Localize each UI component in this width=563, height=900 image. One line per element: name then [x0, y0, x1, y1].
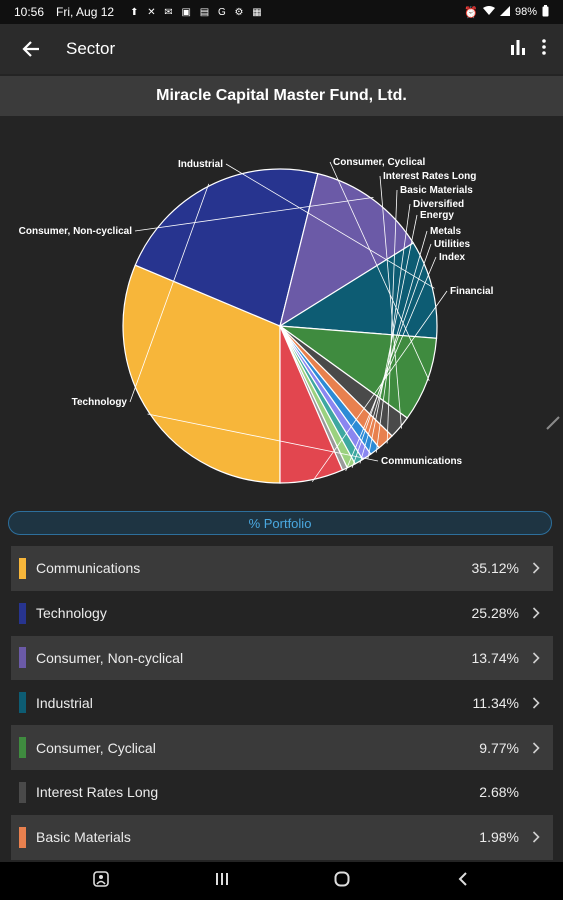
sector-color-swatch — [19, 781, 26, 803]
status-bar: 10:56 Fri, Aug 12 ⬆ ✕ ✉ ▣ ▤ G ⚙ ▦ ⏰ 98% — [0, 0, 563, 24]
fund-title: Miracle Capital Master Fund, Ltd. — [0, 76, 563, 116]
pie-label: Metals — [430, 226, 462, 237]
pie-label: Financial — [450, 286, 494, 297]
leader-line — [129, 183, 210, 403]
home-button[interactable] — [333, 870, 351, 893]
sector-label: Technology — [36, 605, 107, 622]
leader-line — [351, 243, 432, 468]
accessibility-icon — [93, 870, 109, 887]
leader-line — [225, 163, 435, 289]
pie-label: Diversified — [413, 199, 464, 210]
pie-label: Index — [439, 252, 466, 263]
home-icon — [334, 871, 350, 886]
sector-row[interactable]: Basic Materials 1.98% — [11, 814, 553, 860]
leader-line — [375, 203, 411, 453]
status-time: 10:56 — [14, 5, 45, 19]
sector-percent: 13.74% — [471, 649, 519, 666]
page-title: Sector — [66, 39, 116, 58]
more-vert-icon — [542, 38, 546, 55]
pie-slice-communications[interactable] — [122, 264, 281, 484]
system-nav-bar — [0, 862, 563, 900]
sector-row[interactable]: Communications 35.12% — [11, 546, 553, 591]
sector-color-swatch — [19, 826, 26, 848]
chevron-right-icon — [519, 742, 553, 754]
sector-color-swatch — [19, 602, 26, 624]
chevron-right-icon — [519, 562, 553, 574]
more-options-button[interactable] — [541, 38, 547, 61]
sector-row: Interest Rates Long 2.68% — [11, 770, 553, 815]
portfolio-percent-tab[interactable]: % Portfolio — [8, 511, 552, 535]
leader-line — [386, 189, 398, 444]
signal-icon — [499, 5, 510, 19]
pie-label: Consumer, Cyclical — [333, 157, 425, 168]
sector-percent: 1.98% — [479, 829, 519, 846]
recents-button[interactable] — [214, 871, 230, 892]
accessibility-button[interactable] — [92, 870, 110, 893]
pie-label: Utilities — [434, 239, 471, 250]
nav-back-button[interactable] — [455, 871, 471, 892]
wifi-icon — [482, 5, 495, 19]
sector-row[interactable]: Consumer, Cyclical 9.77% — [11, 725, 553, 770]
status-right: ⏰ 98% — [464, 4, 549, 20]
notification-icons: ⬆ ✕ ✉ ▣ ▤ G ⚙ ▦ — [130, 6, 265, 18]
sector-color-swatch — [19, 692, 26, 714]
battery-level: 98% — [514, 6, 537, 18]
pie-slice-consumer-non-cyclical[interactable] — [279, 172, 415, 328]
status-date: Fri, Aug 12 — [56, 5, 115, 19]
sector-label: Consumer, Cyclical — [36, 739, 156, 756]
pie-slice-technology[interactable] — [134, 168, 319, 327]
sector-color-swatch — [19, 557, 26, 579]
sector-label: Communications — [36, 560, 141, 577]
pie-label: Communications — [381, 456, 463, 467]
app-bar: Sector — [0, 24, 563, 74]
pie-label: Industrial — [178, 159, 223, 170]
bar-chart-icon — [511, 39, 525, 55]
edge-panel-handle[interactable] — [545, 415, 561, 431]
leader-line — [147, 413, 379, 462]
chevron-right-icon — [519, 652, 553, 664]
sector-percent: 9.77% — [479, 739, 519, 756]
pie-label: Technology — [72, 397, 128, 408]
recents-icon — [215, 872, 228, 885]
leader-line — [359, 230, 428, 464]
sector-label: Industrial — [36, 694, 93, 711]
sector-list: Communications 35.12% Technology 25.28% Cons… — [11, 546, 553, 860]
arrow-left-icon — [22, 41, 39, 57]
leader-line — [345, 256, 437, 471]
leader-line — [311, 290, 448, 482]
leader-line — [134, 196, 374, 232]
chevron-right-icon — [519, 607, 553, 619]
leader-line — [329, 161, 430, 381]
sector-label: Interest Rates Long — [36, 784, 159, 801]
leader-line — [379, 175, 402, 429]
sector-row[interactable]: Technology 25.28% — [11, 591, 553, 636]
sector-percent: 2.68% — [479, 784, 519, 801]
sector-label: Consumer, Non-cyclical — [36, 649, 184, 666]
back-button[interactable] — [6, 24, 56, 74]
leader-line — [367, 214, 418, 459]
sector-row[interactable]: Industrial 11.34% — [11, 680, 553, 725]
pie-label: Basic Materials — [400, 185, 473, 196]
sector-percent: 25.28% — [471, 605, 519, 622]
sector-row[interactable]: Consumer, Non-cyclical 13.74% — [11, 635, 553, 681]
pie-label: Consumer, Non-cyclical — [19, 226, 133, 237]
sector-color-swatch — [19, 737, 26, 759]
alarm-icon: ⏰ — [464, 6, 478, 19]
pie-slice-financial[interactable] — [279, 325, 344, 484]
sector-pie-chart[interactable]: Communications Technology Consumer, Non-cy… — [0, 118, 563, 503]
chevron-right-icon — [519, 697, 553, 709]
pie-label: Interest Rates Long — [383, 171, 476, 182]
sector-percent: 11.34% — [472, 694, 519, 711]
chart-type-button[interactable] — [509, 38, 527, 61]
sector-percent: 35.12% — [471, 560, 519, 577]
battery-icon — [542, 4, 549, 20]
sector-label: Basic Materials — [36, 829, 131, 846]
sector-color-swatch — [19, 647, 26, 669]
chevron-right-icon — [519, 831, 553, 843]
pie-label: Energy — [420, 210, 454, 221]
back-icon — [458, 871, 467, 886]
